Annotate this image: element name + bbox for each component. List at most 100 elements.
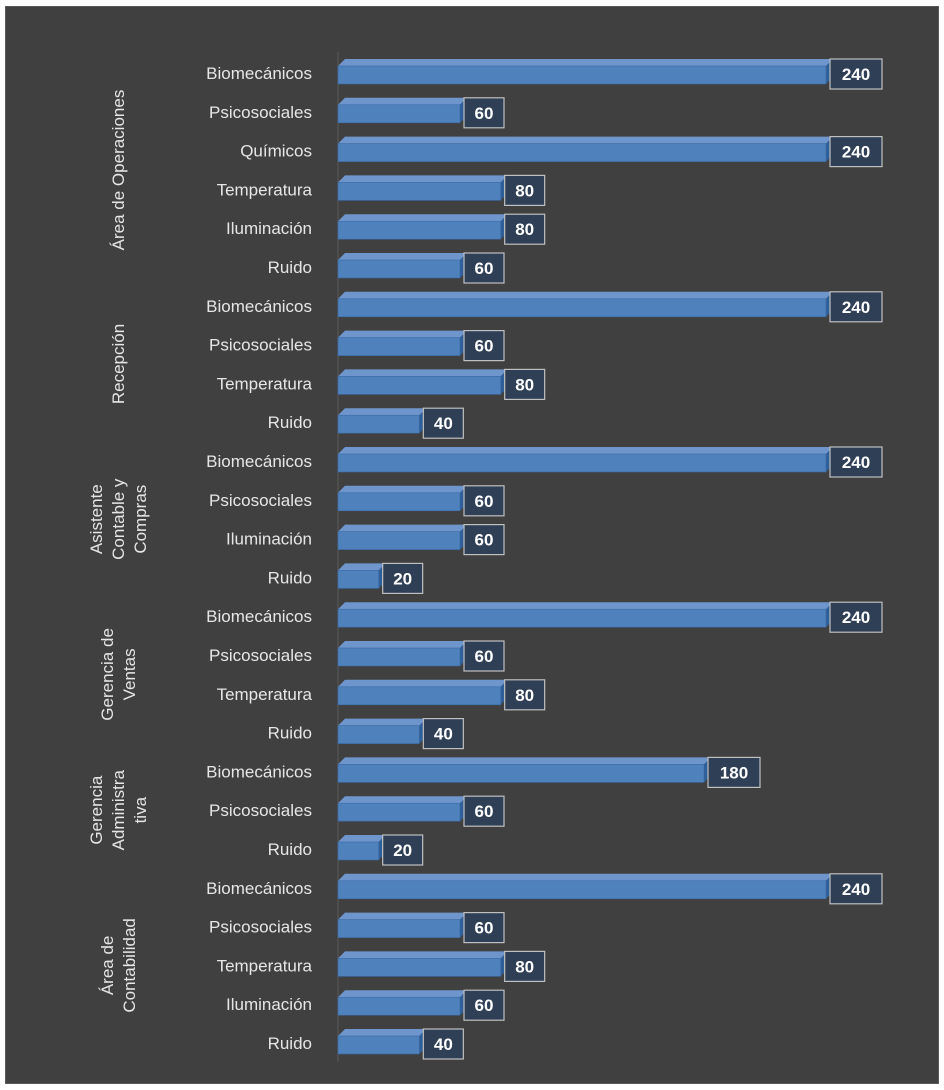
bar xyxy=(337,524,467,550)
category-tick-label: Psicosociales xyxy=(209,103,312,122)
data-label: 60 xyxy=(463,911,505,944)
data-label-box xyxy=(829,291,883,323)
data-label-value: 40 xyxy=(434,725,453,744)
data-label-box xyxy=(422,1028,464,1060)
data-label-value: 80 xyxy=(515,181,534,200)
group-axis-label-line: Asistente xyxy=(87,484,106,554)
category-tick-label: Químicos xyxy=(240,142,312,161)
category-tick-label: Biomecánicos xyxy=(206,762,312,781)
bar-front-face xyxy=(337,880,827,900)
data-label-box xyxy=(829,873,883,905)
data-label-box xyxy=(504,950,546,983)
data-label-box xyxy=(463,911,505,944)
bar-top-face xyxy=(338,136,833,144)
data-label: 60 xyxy=(463,640,505,672)
bar-front-face xyxy=(337,531,461,550)
data-label-value: 60 xyxy=(475,919,494,938)
bar-front-face xyxy=(337,570,379,589)
data-label-box xyxy=(829,58,883,90)
data-label-box xyxy=(504,213,546,245)
bar-top-face xyxy=(338,447,833,454)
bar xyxy=(337,253,467,279)
bar-top-face xyxy=(338,796,467,804)
bar xyxy=(337,369,508,395)
bar-top-face xyxy=(338,873,833,881)
bar xyxy=(337,97,467,124)
bar-top-face xyxy=(338,175,508,183)
data-label-box xyxy=(504,679,546,711)
bar-top-face xyxy=(338,408,427,416)
data-label-box xyxy=(463,989,505,1021)
category-tick-label: Temperatura xyxy=(217,180,313,199)
data-label-value: 80 xyxy=(515,220,534,239)
data-label-value: 20 xyxy=(393,569,412,588)
data-label-box xyxy=(504,174,546,206)
group-axis-label: Asistente Contable y Compras xyxy=(87,478,150,560)
group-axis-label-line: tiva xyxy=(131,796,150,823)
bar-front-face xyxy=(337,725,420,744)
data-label-value: 180 xyxy=(720,763,748,782)
data-label-box xyxy=(382,562,424,595)
bar-top-face xyxy=(338,602,833,610)
data-label-value: 240 xyxy=(842,453,870,472)
category-tick-label: Iluminación xyxy=(226,995,312,1014)
data-label: 240 xyxy=(829,873,883,905)
bar-front-face xyxy=(337,376,501,395)
bar-front-face xyxy=(337,958,501,977)
bar xyxy=(337,59,833,85)
bar xyxy=(337,796,467,822)
data-label-box xyxy=(463,330,505,362)
bar xyxy=(337,679,508,706)
data-label-value: 20 xyxy=(393,841,412,860)
group-axis-label-line: Gerencia xyxy=(87,775,106,845)
category-tick-label: Biomecánicos xyxy=(206,607,312,626)
bar xyxy=(337,990,467,1016)
group-axis-label: Área de Contabilidad xyxy=(98,918,139,1013)
group-axis-label-line: Recepción xyxy=(109,324,128,404)
bar-front-face xyxy=(337,492,461,512)
group-axis-label: Área de Operaciones xyxy=(109,90,128,251)
data-label: 80 xyxy=(504,174,546,206)
data-label-value: 240 xyxy=(842,608,870,627)
bar-front-face xyxy=(337,104,461,124)
bar xyxy=(337,912,467,938)
bar-top-face xyxy=(338,990,467,998)
data-label: 60 xyxy=(463,795,505,827)
bar-top-face xyxy=(338,757,711,765)
category-tick-label: Iluminación xyxy=(226,219,312,238)
bar-front-face xyxy=(337,764,705,783)
bar xyxy=(337,602,833,628)
data-label-box xyxy=(463,252,505,284)
bar-top-face xyxy=(338,679,508,687)
data-label-value: 80 xyxy=(515,957,534,976)
data-label: 60 xyxy=(463,989,505,1021)
data-label-value: 60 xyxy=(475,647,494,666)
data-label: 80 xyxy=(504,950,546,983)
category-tick-label: Ruido xyxy=(268,724,312,743)
bar xyxy=(337,757,711,783)
data-label-box xyxy=(463,640,505,672)
category-tick-label: Biomecánicos xyxy=(206,64,312,83)
bar-front-face xyxy=(337,298,827,318)
data-label: 240 xyxy=(829,446,883,478)
group-axis-label-line: Área de xyxy=(98,936,117,996)
data-label: 80 xyxy=(504,213,546,245)
data-label-value: 60 xyxy=(475,337,494,356)
bar-top-face xyxy=(338,291,833,299)
data-label-value: 240 xyxy=(842,65,870,84)
category-tick-label: Psicosociales xyxy=(209,801,312,820)
group-axis-label-line: Ventas xyxy=(120,648,139,700)
bar-top-face xyxy=(338,835,386,842)
bar-front-face xyxy=(337,337,461,356)
bar-front-face xyxy=(337,65,827,85)
bar xyxy=(337,408,427,434)
bar-top-face xyxy=(338,330,467,338)
data-label-box xyxy=(829,136,883,168)
data-label: 40 xyxy=(422,717,464,750)
bar-front-face xyxy=(337,841,379,861)
data-label: 40 xyxy=(422,1028,464,1060)
bar-top-face xyxy=(338,369,508,377)
group-axis-label-line: Contable y xyxy=(109,478,128,560)
bar xyxy=(337,175,508,201)
